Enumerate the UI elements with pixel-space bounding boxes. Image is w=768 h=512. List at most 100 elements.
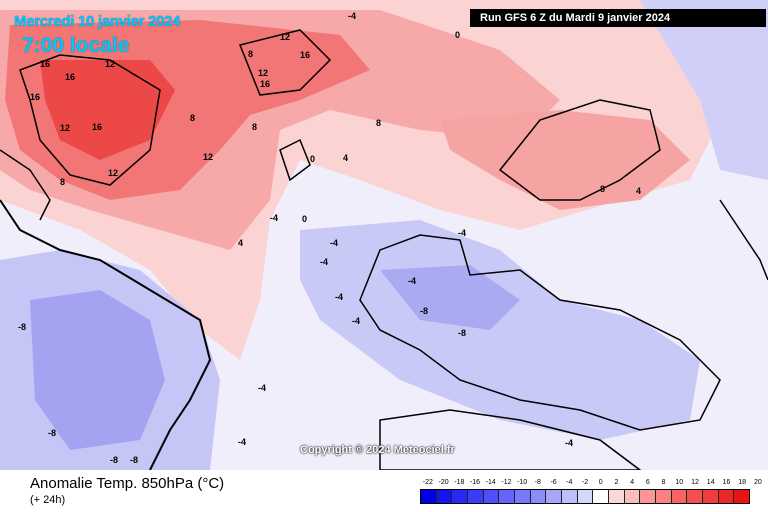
contour-label: 12 [258,68,268,78]
color-scale-swatch [640,490,657,503]
contour-label: -8 [110,455,118,465]
color-scale-swatch [734,490,750,503]
contour-label: -4 [458,228,466,238]
contour-label: 12 [108,168,118,178]
contour-label: 8 [252,122,257,132]
color-scale-tick-label: -10 [517,479,528,486]
forecast-time: 7:00 locale [22,34,130,57]
contour-label: -4 [270,213,278,223]
color-scale-swatch [452,490,469,503]
color-scale-swatch [436,490,453,503]
color-scale-swatch [483,490,500,503]
contour-label: -8 [420,306,428,316]
temperature-anomaly-map: 16 16 16 16 16 16 12 12 12 12 12 12 8 8 … [0,0,768,470]
contour-label: -4 [352,316,360,326]
contour-label: 8 [190,113,195,123]
color-scale-tick-label: -18 [454,479,465,486]
contour-label: -8 [458,328,466,338]
color-scale-tick-label: -4 [566,479,573,486]
color-scale-tick-label: 8 [661,479,666,486]
color-scale-swatch [671,490,688,503]
forecast-date: Mercredi 10 janvier 2024 [14,13,181,30]
color-scale-tick-label: 18 [738,479,747,486]
contour-label: 16 [30,92,40,102]
contour-label: 4 [636,186,641,196]
color-scale-tick-label: -6 [550,479,557,486]
contour-label: 16 [65,72,75,82]
color-scale-tick-label: 14 [706,479,715,486]
color-scale-tick-label: 6 [645,479,650,486]
coastline-scandinavia [498,99,661,201]
legend-title: Anomalie Temp. 850hPa (°C) [30,475,225,492]
coastline-north [238,29,332,96]
contour-label: 12 [280,32,290,42]
color-scale-tick-label: 10 [675,479,684,486]
contour-label: 16 [300,50,310,60]
legend-subtitle: (+ 24h) [30,494,66,506]
color-scale-tick-label: 16 [722,479,731,486]
contour-label: 12 [105,59,115,69]
coastline-iceland [279,138,311,182]
copyright: Copyright © 2024 Meteociel.fr [300,444,455,456]
cold-anomaly-europe-core [380,265,520,330]
contour-label: -8 [48,428,56,438]
color-scale-tick-label: 2 [614,479,619,486]
cold-anomaly-northeast [640,0,768,180]
color-scale-swatch [718,490,735,503]
color-scale-bar [420,489,750,504]
color-scale-tick-label: -16 [469,479,481,486]
color-scale-swatch [515,490,531,503]
coastline-africa [379,409,642,470]
contour-label: 0 [302,214,307,224]
model-run-label: Run GFS 6 Z du Mardi 9 janvier 2024 [470,9,766,27]
contour-label: -8 [18,322,26,332]
color-scale-swatch [624,490,641,503]
color-scale-swatch [421,490,437,503]
contour-label: -4 [408,276,416,286]
contour-label: -4 [320,257,328,267]
color-scale-tick-label: 20 [753,479,762,486]
contour-label: 8 [376,118,381,128]
color-scale-tick-label: 4 [630,479,635,486]
coastline-baffin [0,149,51,221]
warm-anomaly-scandinavia [440,110,690,210]
contour-label: 12 [203,152,213,162]
contour-label: -4 [335,292,343,302]
cold-anomaly-atlantic-core [30,290,165,450]
contour-label: -8 [130,455,138,465]
contour-label: 16 [40,59,50,69]
color-scale-swatch [656,490,672,503]
color-scale-tick-label: -12 [501,479,512,486]
coastline-gulf [719,199,768,281]
contour-label: 4 [238,238,243,248]
color-scale-tick-label: -8 [534,479,541,486]
contour-label: -4 [348,11,356,21]
contour-label: -4 [565,438,573,448]
color-scale-swatch [593,490,610,503]
contour-label: 8 [60,177,65,187]
color-scale-swatch [577,490,594,503]
warm-anomaly-extreme [40,60,175,160]
contour-label: 4 [343,153,348,163]
color-scale-swatch [562,490,578,503]
color-scale-swatch [499,490,516,503]
contour-label: 8 [248,49,253,59]
contour-label: -4 [258,383,266,393]
color-scale-swatch [687,490,704,503]
legend-footer: Anomalie Temp. 850hPa (°C) (+ 24h) -22 -2… [0,470,768,512]
contour-label: 16 [260,79,270,89]
color-scale-labels: -22 -20 -18 -16 -14 -12 -10 -8 -6 -4 -2 0 2 4 6 8 10 12 14… [420,479,762,489]
color-scale-tick-label: -22 [422,479,433,486]
coastline-greenland [19,54,161,186]
color-scale-tick-label: -2 [581,479,589,486]
contour-label: 8 [600,184,605,194]
contour-label: 16 [92,122,102,132]
contour-label: -4 [330,238,338,248]
color-scale-swatch [546,490,563,503]
contour-label: 0 [310,154,315,164]
color-scale-swatch [468,490,484,503]
color-scale-swatch [609,490,625,503]
contour-label: 0 [455,30,460,40]
coastline-europe [359,234,721,431]
